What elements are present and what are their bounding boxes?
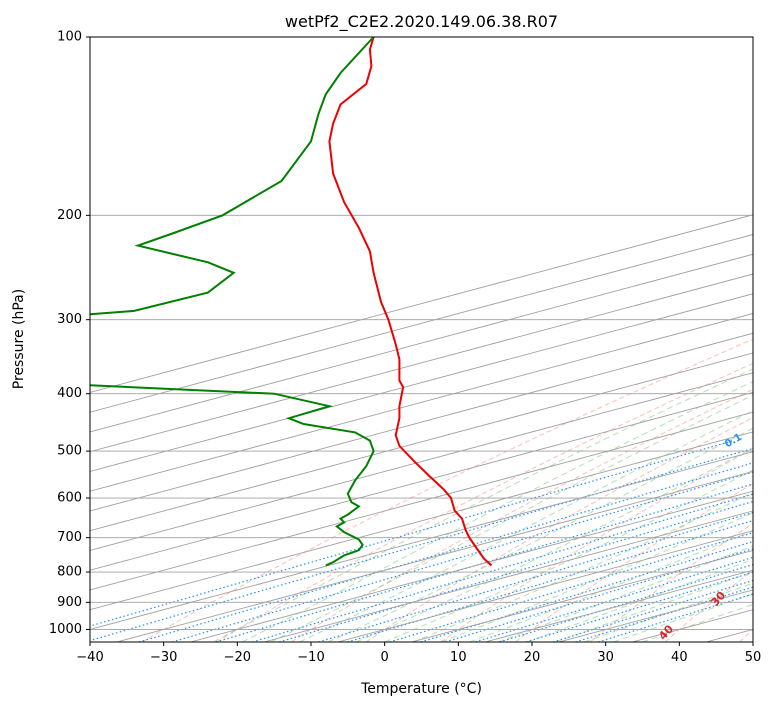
x-axis-label: Temperature (°C) — [360, 681, 482, 697]
isotherm-line — [90, 372, 753, 551]
isotherm-line — [90, 253, 753, 433]
y-tick-label: 300 — [57, 312, 82, 327]
isotherm-line — [90, 332, 753, 512]
isotherm-line — [90, 214, 753, 393]
y-tick-label: 1000 — [49, 622, 82, 637]
mixing-ratio-line — [90, 447, 753, 642]
moist-adiabat — [213, 368, 753, 642]
mixing-ratio-label: 0.2 — [770, 432, 775, 450]
moist-adiabat — [555, 571, 753, 642]
x-tick-label: −10 — [297, 650, 324, 665]
x-tick-label: 50 — [745, 650, 762, 665]
y-axis-label: Pressure (hPa) — [11, 289, 27, 389]
isotherm-line — [90, 293, 753, 472]
isotherm-line — [90, 273, 753, 453]
isotherm-line — [90, 392, 753, 571]
isotherm-line — [90, 431, 753, 611]
y-tick-label: 600 — [57, 491, 82, 506]
x-tick-label: 40 — [671, 650, 688, 665]
x-tick-label: 20 — [524, 650, 541, 665]
mixing-ratio-line — [389, 532, 753, 642]
isotherm-line — [116, 470, 753, 642]
moist-adiabat — [270, 394, 753, 642]
isotherm-line — [90, 234, 753, 413]
moist-adiabat — [441, 512, 753, 642]
x-tick-label: −30 — [150, 650, 177, 665]
moist-adiabat — [498, 545, 753, 642]
dewpoint-profile-line — [90, 37, 375, 567]
isotherm-line — [264, 510, 753, 642]
x-tick-label: 0 — [381, 650, 389, 665]
y-tick-label: 900 — [57, 595, 82, 610]
dry-adiabat — [440, 448, 753, 642]
y-tick-label: 400 — [57, 386, 82, 401]
y-tick-label: 700 — [57, 530, 82, 545]
plot-frame — [89, 36, 754, 643]
y-tick-label: 500 — [57, 444, 82, 459]
y-tick-label: 800 — [57, 565, 82, 580]
mixing-ratio-line — [138, 462, 753, 642]
x-tick-label: 10 — [450, 650, 467, 665]
mixing-ratio-line — [318, 511, 753, 642]
moist-adiabat — [299, 410, 753, 642]
dry-adiabat — [216, 362, 753, 642]
isotherm-line — [90, 451, 753, 630]
chart-title: wetPf2_C2E2.2020.149.06.38.R07 — [285, 12, 558, 32]
y-tick-label: 100 — [57, 30, 82, 45]
isotherm-line — [190, 490, 753, 642]
moist-adiabat — [356, 447, 753, 642]
x-tick-label: −40 — [76, 650, 103, 665]
x-tick-label: −20 — [224, 650, 251, 665]
moist-adiabat — [412, 491, 753, 642]
isotherm-label: 20 — [760, 555, 775, 575]
isotherm-line — [90, 411, 753, 591]
moist-adiabat — [241, 380, 753, 642]
y-tick-label: 200 — [57, 208, 82, 223]
isotherm-line — [90, 313, 753, 492]
dry-adiabat — [589, 522, 753, 642]
mixing-ratio-line — [215, 483, 753, 642]
dry-adiabat — [141, 338, 753, 642]
temperature-profile-line — [328, 37, 493, 567]
isotherm-line — [337, 530, 753, 642]
x-tick-label: 30 — [597, 650, 614, 665]
plot-background — [90, 37, 753, 642]
